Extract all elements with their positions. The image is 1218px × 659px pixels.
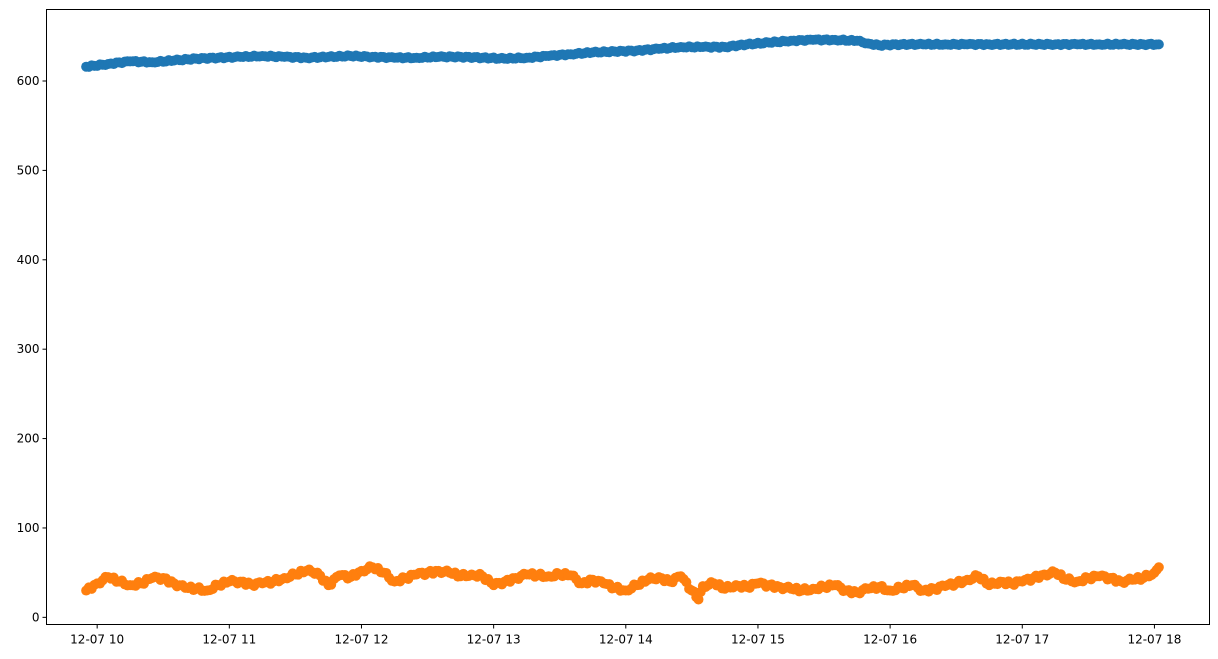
y-tick-label: 500 [17,163,40,177]
x-tick-label: 12-07 10 [70,633,124,647]
y-axis: 0 100 200 300 400 500 600 [17,74,47,624]
y-tick-label: 0 [32,610,40,624]
x-tick-label: 12-07 13 [467,633,521,647]
y-tick-label: 200 [17,432,40,446]
data-point [1153,562,1164,573]
x-tick-label: 12-07 14 [599,633,653,647]
series-1-points [81,34,1164,72]
y-tick-label: 300 [17,342,40,356]
data-point [1153,39,1164,50]
y-tick-label: 600 [17,74,40,88]
x-tick-label: 12-07 16 [863,633,917,647]
x-tick-label: 12-07 12 [335,633,389,647]
series-2-points [81,561,1164,605]
x-tick-label: 12-07 15 [731,633,785,647]
x-tick-label: 12-07 17 [995,633,1049,647]
plot-frame [46,9,1210,625]
x-tick-label: 12-07 11 [202,633,256,647]
plot-marks [81,34,1164,605]
data-point [693,594,704,605]
y-tick-label: 400 [17,253,40,267]
x-tick-label: 12-07 18 [1127,633,1181,647]
x-axis: 12-07 10 12-07 11 12-07 12 12-07 13 12-07 14… [70,624,1181,647]
y-tick-label: 100 [17,521,40,535]
